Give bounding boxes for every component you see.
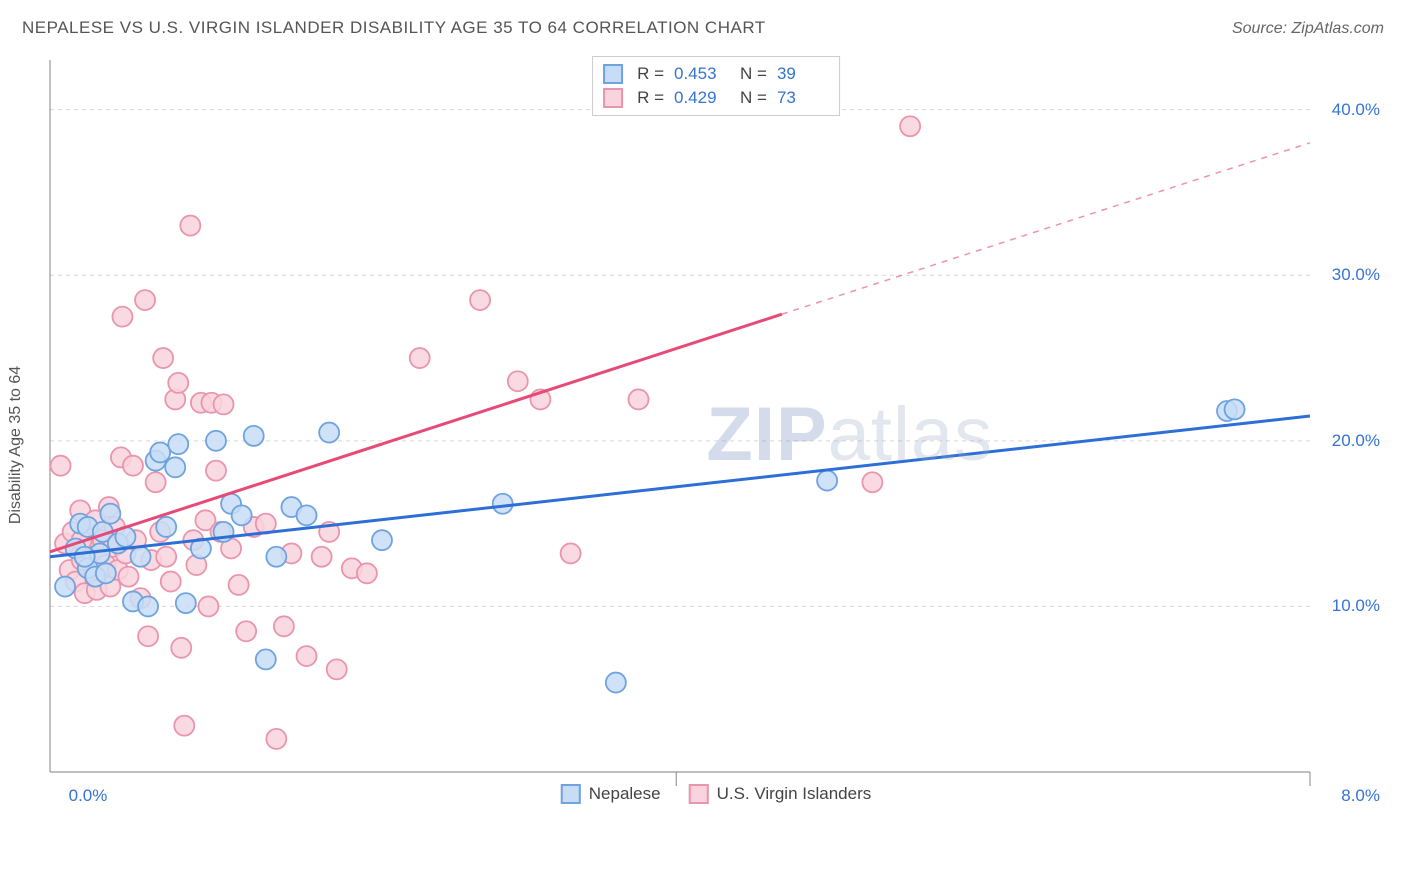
- legend-row: R = 0.429 N = 73: [603, 86, 829, 110]
- y-axis-label: Disability Age 35 to 64: [7, 366, 25, 524]
- chart-area: Disability Age 35 to 64 10.0%20.0%30.0%4…: [46, 50, 1386, 840]
- r-label: R =: [637, 88, 664, 108]
- y-tick-label: 30.0%: [1332, 265, 1380, 285]
- legend-swatch: [561, 784, 581, 804]
- chart-header: NEPALESE VS U.S. VIRGIN ISLANDER DISABIL…: [22, 18, 1384, 38]
- n-value: 73: [777, 88, 829, 108]
- r-value: 0.429: [674, 88, 726, 108]
- r-label: R =: [637, 64, 664, 84]
- x-tick-label: 0.0%: [69, 786, 108, 806]
- y-tick-label: 10.0%: [1332, 596, 1380, 616]
- series-legend: Nepalese U.S. Virgin Islanders: [561, 784, 871, 804]
- legend-swatch: [603, 64, 623, 84]
- legend-label: Nepalese: [589, 784, 661, 804]
- n-value: 39: [777, 64, 829, 84]
- n-label: N =: [740, 88, 767, 108]
- source-label: Source: ZipAtlas.com: [1232, 20, 1384, 38]
- legend-row: R = 0.453 N = 39: [603, 62, 829, 86]
- legend-label: U.S. Virgin Islanders: [717, 784, 872, 804]
- legend-item: Nepalese: [561, 784, 661, 804]
- scatter-plot-svg: [46, 50, 1376, 810]
- legend-swatch: [603, 88, 623, 108]
- r-value: 0.453: [674, 64, 726, 84]
- n-label: N =: [740, 64, 767, 84]
- correlation-legend: R = 0.453 N = 39 R = 0.429 N = 73: [592, 56, 840, 116]
- y-tick-label: 40.0%: [1332, 100, 1380, 120]
- chart-title: NEPALESE VS U.S. VIRGIN ISLANDER DISABIL…: [22, 18, 766, 38]
- legend-item: U.S. Virgin Islanders: [689, 784, 872, 804]
- legend-swatch: [689, 784, 709, 804]
- y-tick-label: 20.0%: [1332, 431, 1380, 451]
- x-tick-label: 8.0%: [1341, 786, 1380, 806]
